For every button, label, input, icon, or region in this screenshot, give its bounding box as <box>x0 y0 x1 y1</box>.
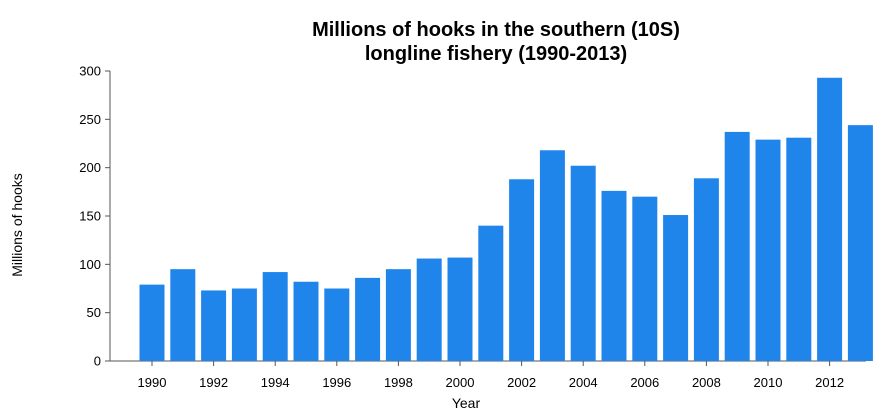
y-tick-label: 150 <box>79 209 101 224</box>
x-tick-label: 2006 <box>630 375 659 390</box>
y-tick-label: 250 <box>79 112 101 127</box>
x-tick-label: 2010 <box>754 375 783 390</box>
x-tick-label: 2004 <box>569 375 598 390</box>
bar-1990 <box>139 284 165 361</box>
bar-1991 <box>170 269 196 361</box>
bar-2003 <box>539 150 565 361</box>
bar-1997 <box>355 277 381 361</box>
bar-series <box>139 77 873 362</box>
x-tick-label: 1992 <box>199 375 228 390</box>
x-tick-label: 1998 <box>384 375 413 390</box>
bar-1993 <box>231 288 257 361</box>
y-tick-label: 300 <box>79 64 101 79</box>
bar-2007 <box>663 215 689 361</box>
bar-2013 <box>847 125 873 361</box>
y-axis-ticks: 0 50 100 150 200 250 300 <box>79 64 110 369</box>
bar-1995 <box>293 281 319 361</box>
x-axis-label: Year <box>452 395 481 409</box>
bar-2002 <box>509 179 535 361</box>
chart-title-line-2: longline fishery (1990-2013) <box>365 43 627 65</box>
x-tick-label: 2008 <box>692 375 721 390</box>
bar-2009 <box>724 131 750 361</box>
bar-2005 <box>601 190 627 361</box>
bar-2008 <box>693 178 719 361</box>
y-tick-label: 200 <box>79 160 101 175</box>
bar-2001 <box>478 225 504 361</box>
bar-2006 <box>632 196 658 361</box>
bar-1992 <box>201 290 227 361</box>
x-tick-label: 1994 <box>261 375 290 390</box>
y-tick-label: 0 <box>94 354 101 369</box>
bar-2004 <box>570 165 596 361</box>
y-tick-label: 100 <box>79 257 101 272</box>
x-tick-label: 2000 <box>446 375 475 390</box>
x-tick-label: 2012 <box>815 375 844 390</box>
bar-1994 <box>262 272 288 361</box>
bar-1996 <box>324 288 350 361</box>
bar-2012 <box>817 77 843 362</box>
chart-title-line-1: Millions of hooks in the southern (10S) <box>312 19 680 41</box>
bar-1999 <box>416 258 442 361</box>
bar-2000 <box>447 257 473 361</box>
bar-2011 <box>786 137 812 361</box>
x-tick-label: 1990 <box>138 375 167 390</box>
bar-2010 <box>755 139 781 361</box>
y-tick-label: 50 <box>87 305 101 320</box>
bar-1998 <box>385 269 411 361</box>
y-axis-label: Millions of hooks <box>9 173 25 277</box>
x-axis-ticks: 1990 1992 1994 1996 1998 2000 2002 2004 2006 2008… <box>138 361 844 390</box>
x-tick-label: 1996 <box>322 375 351 390</box>
x-tick-label: 2002 <box>507 375 536 390</box>
